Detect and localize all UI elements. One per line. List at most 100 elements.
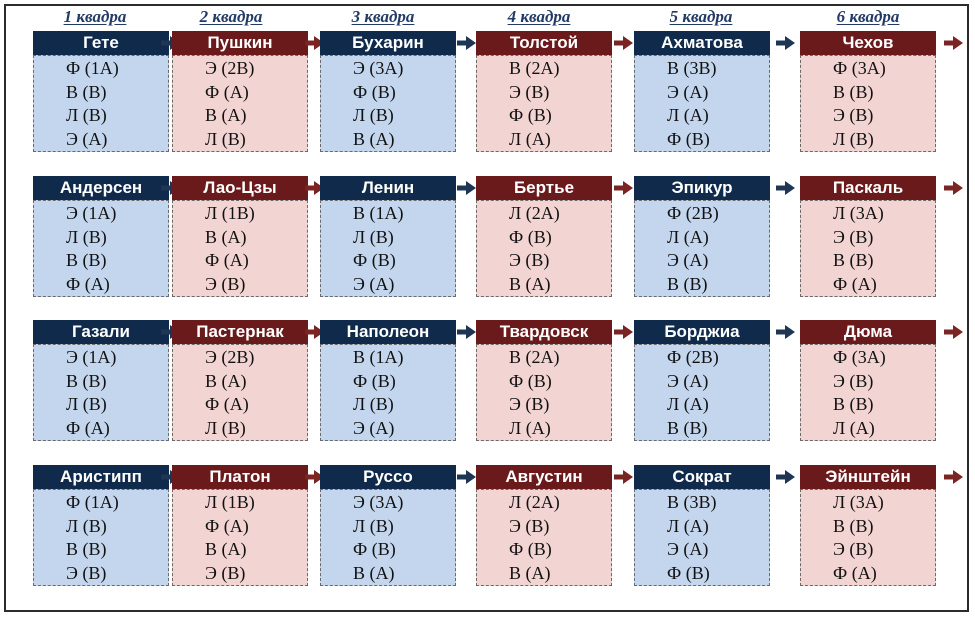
arrow-right-icon xyxy=(304,470,324,484)
type-card-name: Гете xyxy=(33,31,169,55)
function-entry: Ф (2В) xyxy=(667,203,719,223)
type-card-functions: Л (1В) Ф (А) В (А) Э (В) xyxy=(172,489,308,586)
function-entry: В (В) xyxy=(66,370,107,391)
function-entry: Л (В) xyxy=(353,515,394,536)
function-entry: В (В) xyxy=(833,394,874,414)
function-entry: В (В) xyxy=(667,417,708,438)
type-card-functions: Л (2А) Э (В) Ф (В) В (А) xyxy=(476,489,612,586)
arrow-right-icon xyxy=(613,470,633,484)
function-entry: Л (А) xyxy=(509,128,551,149)
arrow-right-icon xyxy=(613,36,633,50)
type-card: Августин Л (2А) Э (В) Ф (В) В (А) xyxy=(476,465,612,595)
type-card: Бухарин Э (3А) Ф (В) Л (В) В (А) xyxy=(320,31,456,161)
arrow-right-icon xyxy=(775,325,795,339)
function-entry: Э (В) xyxy=(509,515,550,536)
type-card-functions: Ф (1А) Л (В) В (В) Э (В) xyxy=(33,489,169,586)
type-card: Эйнштейн Л (3А) В (В) Э (В) Ф (А) xyxy=(800,465,936,595)
function-entry: Э (3А) xyxy=(353,58,404,78)
quadra-heading-4: 4 квадра xyxy=(507,7,571,26)
type-card-functions: Э (2В) Ф (А) В (А) Л (В) xyxy=(172,55,308,152)
type-card-name: Ахматова xyxy=(634,31,770,55)
type-card: Ахматова В (3В) Э (А) Л (А) Ф (В) xyxy=(634,31,770,161)
function-entry: Л (1В) xyxy=(205,203,255,223)
type-card: Наполеон В (1А) Ф (В) Л (В) Э (А) xyxy=(320,320,456,450)
function-entry: Л (А) xyxy=(667,394,709,414)
type-card-name: Дюма xyxy=(800,320,936,344)
type-card-name: Наполеон xyxy=(320,320,456,344)
type-card-name: Твардовск xyxy=(476,320,612,344)
type-card-functions: Л (3А) В (В) Э (В) Ф (А) xyxy=(800,489,936,586)
function-entry: В (2А) xyxy=(509,347,560,367)
function-entry: Э (В) xyxy=(509,81,550,102)
function-entry: Э (В) xyxy=(509,394,550,414)
function-entry: Э (2В) xyxy=(205,58,255,78)
type-card-functions: В (1А) Л (В) Ф (В) Э (А) xyxy=(320,200,456,297)
quadra-heading-2: 2 квадра xyxy=(199,7,263,26)
quadra-heading-6: 6 квадра xyxy=(836,7,900,26)
function-entry: В (В) xyxy=(66,81,107,102)
function-entry: Ф (А) xyxy=(833,562,877,583)
type-card-name: Сократ xyxy=(634,465,770,489)
function-entry: Л (В) xyxy=(66,105,107,125)
type-card: Бертье Л (2А) Ф (В) Э (В) В (А) xyxy=(476,176,612,306)
function-entry: Л (3А) xyxy=(833,203,884,223)
function-entry: В (1А) xyxy=(353,203,404,223)
arrow-right-icon xyxy=(304,325,324,339)
function-entry: Л (2А) xyxy=(509,492,560,512)
function-entry: В (А) xyxy=(353,562,395,583)
type-card: Пушкин Э (2В) Ф (А) В (А) Л (В) xyxy=(172,31,308,161)
type-card: Чехов Ф (3А) В (В) Э (В) Л (В) xyxy=(800,31,936,161)
arrow-right-icon xyxy=(613,325,633,339)
function-entry: В (А) xyxy=(205,226,247,247)
type-card-name: Эпикур xyxy=(634,176,770,200)
type-card-functions: Л (3А) Э (В) В (В) Ф (А) xyxy=(800,200,936,297)
function-entry: Ф (А) xyxy=(833,273,877,294)
arrow-right-icon xyxy=(613,181,633,195)
type-card: Лао-Цзы Л (1В) В (А) Ф (А) Э (В) xyxy=(172,176,308,306)
type-card: Дюма Ф (3А) Э (В) В (В) Л (А) xyxy=(800,320,936,450)
function-entry: В (3В) xyxy=(667,492,717,512)
type-card-functions: В (3В) Э (А) Л (А) Ф (В) xyxy=(634,55,770,152)
function-entry: Ф (В) xyxy=(509,370,552,391)
arrow-right-icon xyxy=(944,470,963,484)
function-entry: Ф (В) xyxy=(667,128,710,149)
function-entry: Ф (А) xyxy=(66,417,110,438)
type-card: Эпикур Ф (2В) Л (А) Э (А) В (В) xyxy=(634,176,770,306)
function-entry: Ф (В) xyxy=(353,250,396,270)
type-card: Ленин В (1А) Л (В) Ф (В) Э (А) xyxy=(320,176,456,306)
type-card-name: Платон xyxy=(172,465,308,489)
type-card: Гете Ф (1А) В (В) Л (В) Э (А) xyxy=(33,31,169,161)
type-card-name: Толстой xyxy=(476,31,612,55)
type-card-name: Чехов xyxy=(800,31,936,55)
function-entry: Э (В) xyxy=(509,250,550,270)
function-entry: Э (А) xyxy=(66,128,108,149)
type-card: Паскаль Л (3А) Э (В) В (В) Ф (А) xyxy=(800,176,936,306)
function-entry: В (В) xyxy=(667,273,708,294)
type-card-name: Аристипп xyxy=(33,465,169,489)
function-entry: Ф (1А) xyxy=(66,492,119,512)
arrow-right-icon xyxy=(944,181,963,195)
function-entry: Э (А) xyxy=(667,370,709,391)
type-card-functions: В (1А) Ф (В) Л (В) Э (А) xyxy=(320,344,456,441)
type-card-name: Пушкин xyxy=(172,31,308,55)
function-entry: Э (А) xyxy=(667,539,709,559)
type-card-name: Бертье xyxy=(476,176,612,200)
quadra-heading-1: 1 квадра xyxy=(63,7,127,26)
function-entry: В (А) xyxy=(205,105,247,125)
function-entry: Ф (А) xyxy=(205,81,249,102)
function-entry: В (В) xyxy=(66,250,107,270)
type-card: Твардовск В (2А) Ф (В) Э (В) Л (А) xyxy=(476,320,612,450)
type-card-functions: Э (3А) Л (В) Ф (В) В (А) xyxy=(320,489,456,586)
type-card-functions: Л (1В) В (А) Ф (А) Э (В) xyxy=(172,200,308,297)
type-card-name: Эйнштейн xyxy=(800,465,936,489)
type-card-functions: В (2А) Э (В) Ф (В) Л (А) xyxy=(476,55,612,152)
function-entry: В (2А) xyxy=(509,58,560,78)
diagram-frame xyxy=(4,4,969,612)
function-entry: В (В) xyxy=(833,250,874,270)
function-entry: В (В) xyxy=(833,515,874,536)
type-card: Руссо Э (3А) Л (В) Ф (В) В (А) xyxy=(320,465,456,595)
function-entry: Л (3А) xyxy=(833,492,884,512)
type-card-name: Ленин xyxy=(320,176,456,200)
function-entry: Л (А) xyxy=(667,226,709,247)
function-entry: Л (В) xyxy=(66,515,107,536)
